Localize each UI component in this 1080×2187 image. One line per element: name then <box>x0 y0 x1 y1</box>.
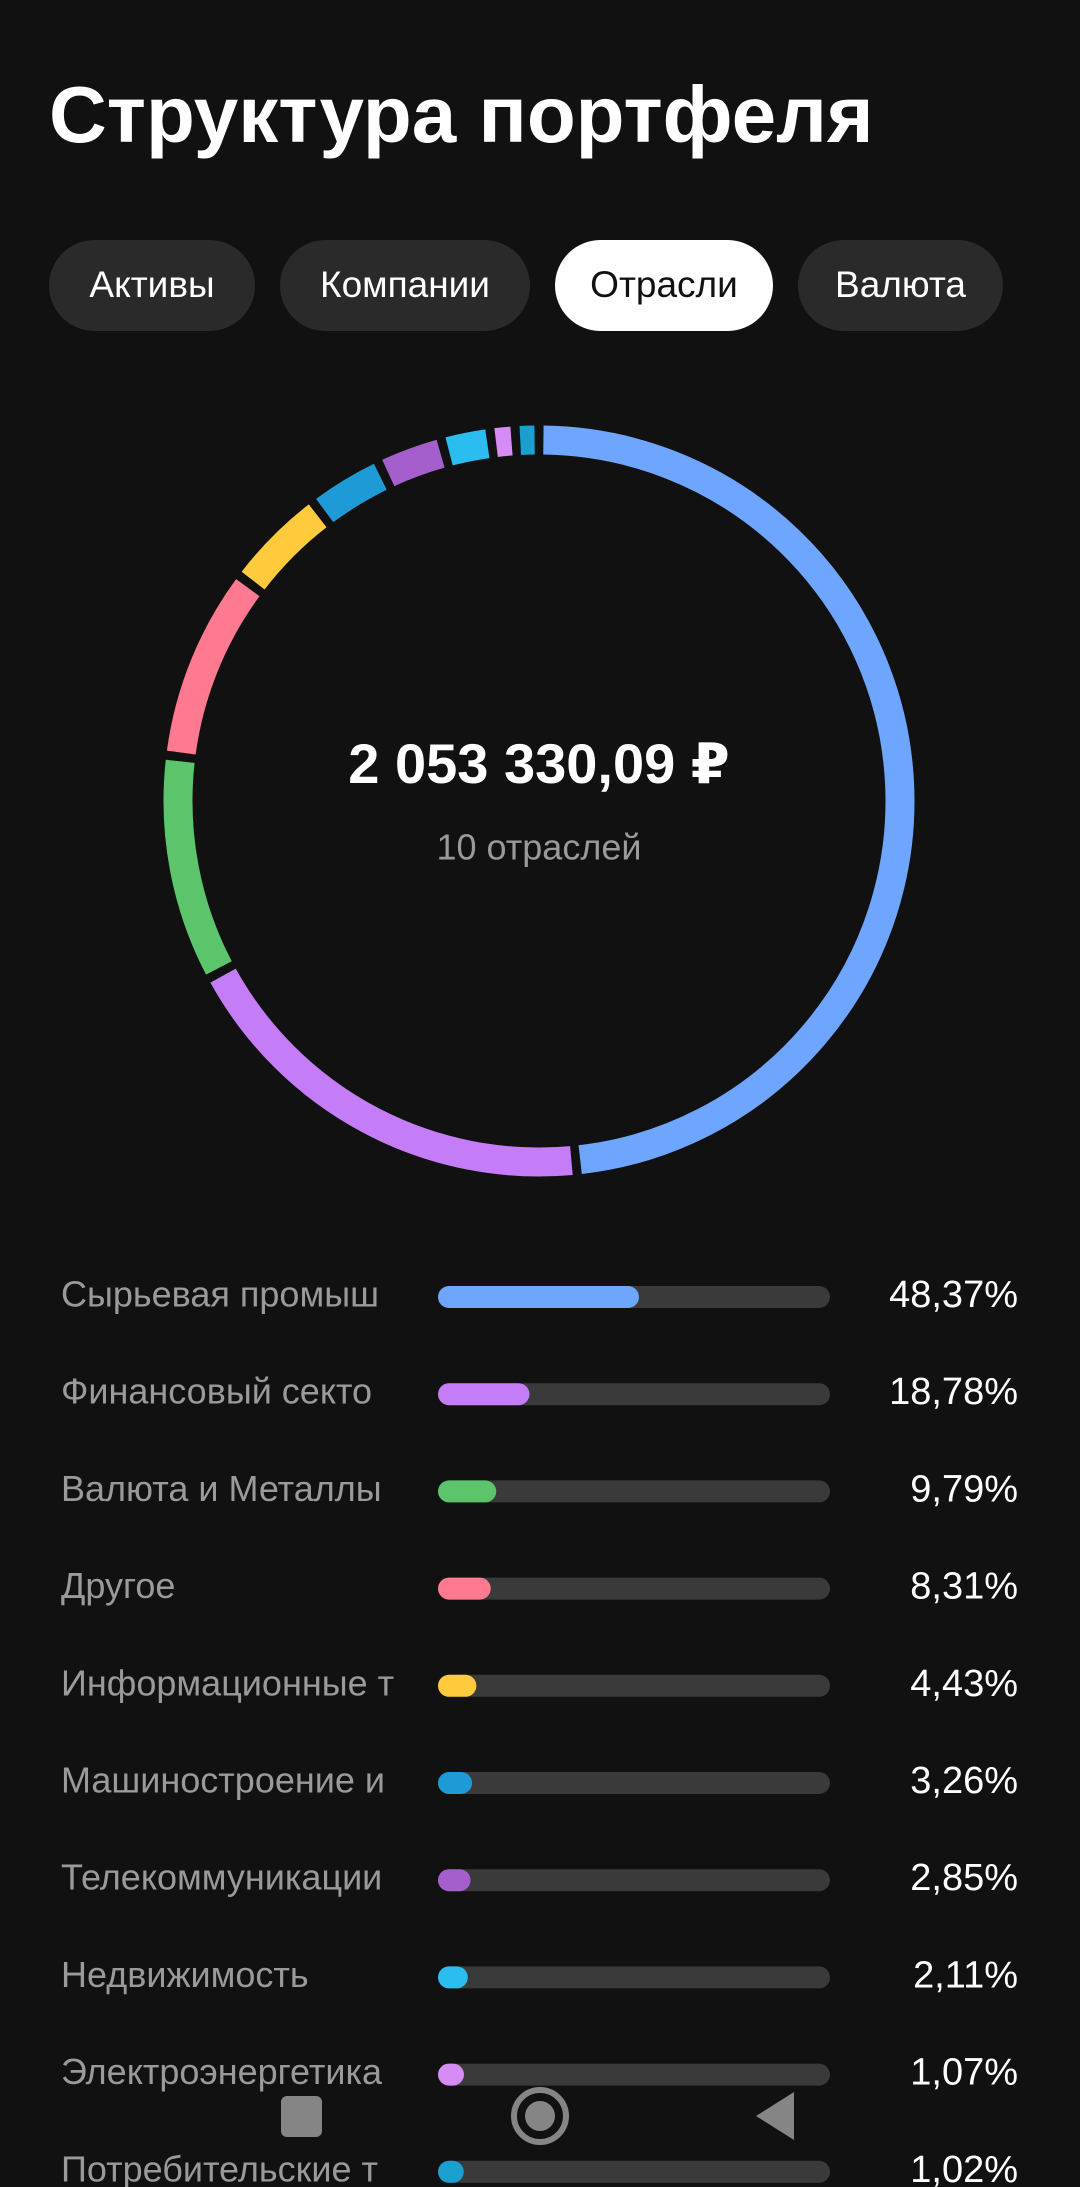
bar <box>438 2063 464 2086</box>
donut-segment <box>494 426 513 457</box>
bar <box>438 1480 497 1503</box>
bar-track <box>438 1577 830 1600</box>
tab-bar: Активы Компании Отрасли Валюта <box>49 240 1003 331</box>
tab-background <box>555 240 773 331</box>
sector-percent: 1,02% <box>910 2149 1018 2187</box>
bar <box>438 1286 639 1308</box>
bar-track <box>438 1966 830 1989</box>
sector-row: Электроэнергетика 1,07% <box>61 2051 1018 2094</box>
sector-name: Другое <box>61 1565 175 1606</box>
tab-label: Активы <box>89 264 214 305</box>
sector-percent: 1,07% <box>910 2052 1018 2094</box>
bar-track <box>438 2063 830 2086</box>
donut-segment <box>543 425 915 1175</box>
sector-percent: 2,11% <box>913 1954 1018 1996</box>
tab-background <box>49 240 255 331</box>
bar-track <box>438 1674 830 1697</box>
sector-name: Сырьевая промыш <box>61 1274 379 1315</box>
bar <box>438 2160 464 2183</box>
sector-row: Другое 8,31% <box>61 1565 1018 1608</box>
donut-chart <box>163 425 915 1177</box>
sector-percent: 4,43% <box>910 1663 1018 1705</box>
sector-row: Валюта и Металлы 9,79% <box>61 1468 1018 1511</box>
bar-track <box>438 1772 830 1794</box>
sector-percent: 18,78% <box>889 1371 1018 1413</box>
sector-list: Сырьевая промыш 48,37% Финансовый секто 18,… <box>61 1274 1018 2187</box>
sector-percent: 8,31% <box>910 1566 1018 1608</box>
nav-recents[interactable] <box>281 2096 322 2137</box>
bar-track <box>438 2160 830 2183</box>
sector-row: Финансовый секто 18,78% <box>61 1371 1018 1414</box>
nav-bar <box>281 2087 794 2145</box>
bar <box>438 1772 473 1794</box>
sector-row: Сырьевая промыш 48,37% <box>61 1274 1018 1317</box>
tab[interactable]: Компании <box>280 240 530 331</box>
sector-name: Финансовый секто <box>61 1371 372 1412</box>
bar <box>438 1869 471 1892</box>
bar <box>438 1674 477 1697</box>
sector-row: Информационные т 4,43% <box>61 1662 1018 1705</box>
sector-name: Валюта и Металлы <box>61 1468 382 1509</box>
tab[interactable]: Отрасли <box>555 240 773 331</box>
nav-home[interactable] <box>511 2087 569 2145</box>
bar <box>438 1383 530 1406</box>
subtitle: 10 отраслей <box>437 827 642 868</box>
sector-percent: 9,79% <box>910 1468 1018 1510</box>
sector-row: Потребительские т 1,02% <box>61 2148 1018 2187</box>
donut-segment <box>166 579 260 755</box>
sector-percent: 48,37% <box>889 1274 1018 1316</box>
bar-track <box>438 1869 830 1892</box>
donut-segment <box>163 759 232 975</box>
donut-segment <box>316 463 387 523</box>
tab[interactable]: Валюта <box>798 240 1003 331</box>
nav-back[interactable] <box>756 2092 794 2140</box>
bar <box>438 1966 468 1989</box>
sector-name: Недвижимость <box>61 1954 309 1995</box>
total-value: 2 053 330,09 ₽ <box>348 732 730 795</box>
sector-percent: 2,85% <box>910 1857 1018 1899</box>
bar-track <box>438 1480 830 1503</box>
donut-segment <box>241 504 327 590</box>
bar-track <box>438 1383 830 1406</box>
donut-segment <box>445 429 490 466</box>
sector-name: Телекоммуникации <box>61 1857 382 1898</box>
tab-label: Отрасли <box>590 264 738 305</box>
sector-name: Электроэнергетика <box>61 2051 383 2092</box>
nav-home-dot <box>525 2101 555 2131</box>
tab-label: Валюта <box>835 264 966 305</box>
donut-segment <box>210 968 573 1177</box>
sector-row: Недвижимость 2,11% <box>61 1954 1018 1997</box>
donut-segment <box>382 439 445 487</box>
sector-name: Информационные т <box>61 1662 394 1703</box>
tab-background <box>280 240 530 331</box>
bar <box>438 1577 491 1600</box>
sector-row: Машиностроение и 3,26% <box>61 1760 1018 1803</box>
sector-name: Машиностроение и <box>61 1760 385 1801</box>
tab-background <box>798 240 1003 331</box>
sector-row: Телекоммуникации 2,85% <box>61 1857 1018 1900</box>
sector-name: Потребительские т <box>61 2148 378 2187</box>
sector-percent: 3,26% <box>910 1760 1018 1802</box>
tab-label: Компании <box>320 264 490 305</box>
page-title: Структура портфеля <box>49 70 874 159</box>
tab[interactable]: Активы <box>49 240 255 331</box>
